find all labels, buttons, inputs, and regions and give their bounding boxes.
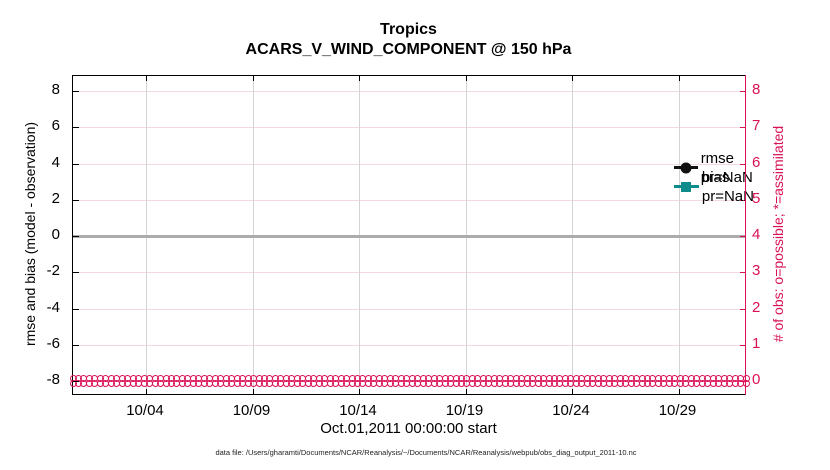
x-tick-mark-top	[572, 76, 573, 81]
plot-title-variable: ACARS_V_WIND_COMPONENT @ 150 hPa	[245, 41, 572, 58]
x-tick-label: 10/09	[232, 402, 271, 419]
datafile-path-text: data file: /Users/gharamti/Documents/NCA…	[215, 448, 637, 457]
left-y-tick-mark	[73, 308, 79, 310]
left-y-tick-mark	[73, 236, 79, 237]
plot-area: rmse pr=NaN bias pr=NaN	[69, 75, 754, 395]
x-tick-mark-top	[359, 76, 360, 81]
x-tick-mark-top	[678, 76, 680, 81]
horizontal-gridline	[73, 91, 746, 92]
assimilated-obs-marker	[742, 380, 750, 388]
right-y-tick-mark	[740, 381, 746, 382]
x-tick-mark-bottom	[572, 389, 573, 394]
legend-circle-marker	[680, 162, 692, 173]
x-tick-label: 10/24	[552, 402, 590, 419]
x-tick-mark-bottom	[146, 389, 147, 394]
right-y-tick-label: 5	[752, 189, 761, 207]
horizontal-gridline	[73, 344, 746, 346]
legend: rmse pr=NaN bias pr=NaN	[674, 150, 763, 205]
horizontal-gridline	[73, 199, 746, 201]
right-y-tick-mark	[740, 127, 746, 129]
x-tick-mark-top	[465, 76, 467, 81]
left-y-tick-label: -6	[46, 334, 60, 352]
legend-entry: rmse pr=NaN	[674, 150, 763, 186]
left-y-tick-mark	[73, 344, 79, 346]
right-y-tick-mark	[740, 236, 746, 237]
x-tick-mark-bottom	[359, 389, 360, 394]
plot-title-region: Tropics	[380, 21, 437, 38]
left-y-tick-label: 6	[51, 117, 60, 135]
x-tick-label: 10/04	[126, 402, 164, 419]
horizontal-gridline	[73, 308, 746, 310]
left-y-tick-label: 2	[51, 189, 60, 207]
right-y-tick-label: 6	[752, 153, 761, 171]
x-axis-label: Oct.01,2011 00:00:00 start	[320, 420, 497, 437]
x-tick-mark-top	[146, 76, 147, 81]
legend-entry: bias pr=NaN	[674, 169, 763, 205]
right-y-tick-label: 7	[752, 117, 761, 135]
horizontal-gridline	[73, 127, 746, 129]
left-y-tick-label: 0	[51, 226, 60, 243]
x-tick-mark-top	[252, 76, 254, 81]
right-axis-label: # of obs: o=possible; *=assimilated	[770, 125, 786, 343]
right-y-tick-mark	[740, 163, 746, 165]
left-y-tick-mark	[73, 381, 79, 382]
x-tick-label: 10/14	[339, 402, 377, 419]
left-y-tick-label: -4	[46, 298, 60, 316]
x-tick-mark-bottom	[678, 389, 680, 394]
x-tick-label: 10/29	[658, 402, 697, 419]
left-y-tick-mark	[73, 272, 79, 274]
left-y-tick-label: -2	[46, 262, 60, 280]
right-y-tick-mark	[740, 199, 746, 201]
left-y-tick-label: -8	[46, 371, 60, 388]
x-tick-mark-bottom	[465, 389, 467, 394]
zero-reference-line	[73, 234, 746, 238]
right-axis-spine	[745, 75, 746, 395]
right-y-tick-mark	[740, 344, 746, 346]
legend-line-sample	[674, 162, 698, 173]
x-tick-label: 10/19	[445, 402, 484, 419]
horizontal-gridline	[73, 163, 746, 165]
left-y-tick-label: 8	[51, 81, 60, 98]
legend-square-marker	[681, 181, 692, 192]
right-y-tick-label: 3	[752, 262, 761, 280]
left-y-tick-mark	[73, 91, 79, 92]
left-axis-label: rmse and bias (model - observation)	[22, 121, 38, 347]
right-y-tick-label: 4	[752, 226, 761, 243]
left-y-tick-mark	[73, 127, 79, 129]
legend-line-sample	[674, 181, 699, 192]
plot-title-block: Tropics ACARS_V_WIND_COMPONENT @ 150 hPa	[72, 20, 745, 60]
right-y-tick-mark	[740, 308, 746, 310]
left-y-tick-mark	[73, 199, 79, 201]
right-y-tick-label: 2	[752, 298, 761, 316]
right-y-tick-label: 8	[752, 81, 761, 98]
right-y-tick-label: 1	[752, 334, 761, 352]
x-tick-mark-bottom	[252, 389, 254, 394]
legend-label: rmse pr=NaN	[700, 149, 753, 186]
left-y-tick-mark	[73, 163, 79, 165]
right-y-tick-mark	[740, 91, 746, 92]
right-y-tick-mark	[740, 272, 746, 274]
right-y-tick-label: 0	[752, 371, 761, 388]
legend-label: bias pr=NaN	[701, 168, 754, 205]
horizontal-gridline	[73, 272, 746, 274]
left-y-tick-label: 4	[51, 153, 60, 171]
